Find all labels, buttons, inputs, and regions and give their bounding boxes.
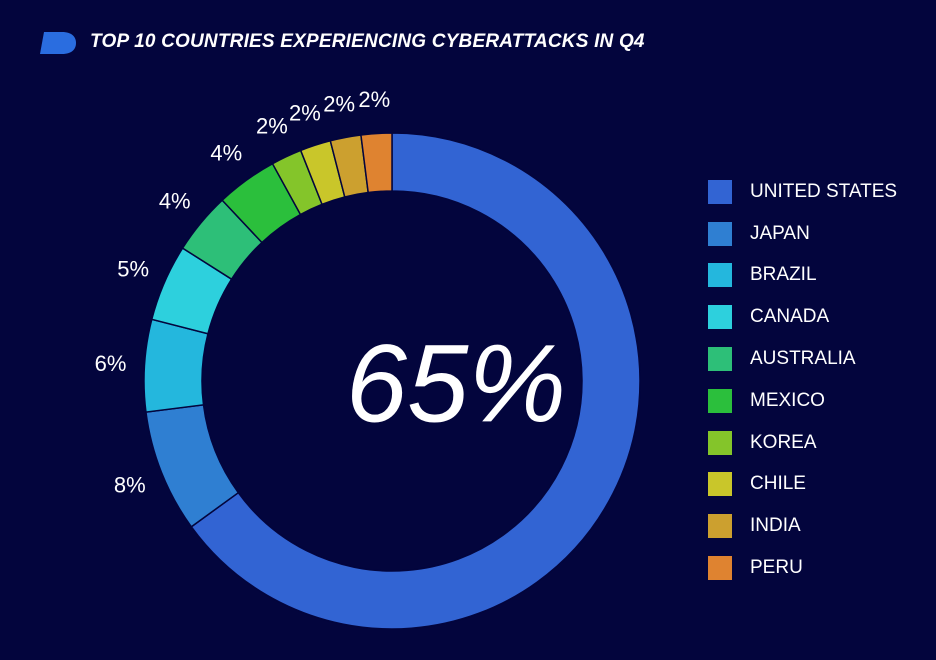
- data-label-chile: 2%: [289, 100, 321, 125]
- brand-logo: [40, 32, 76, 54]
- legend-label: CANADA: [750, 306, 830, 328]
- legend-item-japan: JAPAN: [708, 213, 897, 255]
- legend-item-korea: KOREA: [708, 422, 897, 464]
- data-label-mexico: 4%: [210, 140, 242, 165]
- legend-item-peru: PERU: [708, 547, 897, 589]
- legend-swatch: [708, 305, 732, 330]
- legend-swatch: [708, 556, 732, 581]
- legend-item-canada: CANADA: [708, 296, 897, 338]
- legend-label: PERU: [750, 557, 803, 579]
- slice-united-states: [190, 132, 641, 630]
- data-label-brazil: 6%: [95, 351, 127, 376]
- legend-swatch: [708, 179, 732, 204]
- legend-swatch: [708, 347, 732, 372]
- legend-swatch: [708, 388, 732, 413]
- legend-label: AUSTRALIA: [750, 348, 856, 370]
- data-label-india: 2%: [323, 91, 355, 116]
- data-label-japan: 8%: [114, 472, 146, 497]
- legend-swatch: [708, 430, 732, 455]
- data-label-canada: 5%: [117, 257, 149, 282]
- legend-swatch: [708, 263, 732, 288]
- data-label-korea: 2%: [256, 113, 288, 138]
- legend-item-australia: AUSTRALIA: [708, 338, 897, 380]
- legend-item-brazil: BRAZIL: [708, 255, 897, 297]
- legend-label: INDIA: [750, 515, 801, 537]
- legend-item-chile: CHILE: [708, 464, 897, 506]
- legend-item-india: INDIA: [708, 505, 897, 547]
- logo-shape: [40, 32, 76, 54]
- data-label-peru: 2%: [358, 87, 390, 112]
- legend-item-mexico: MEXICO: [708, 380, 897, 422]
- legend-label: MEXICO: [750, 389, 825, 411]
- slice-brazil: [143, 318, 209, 413]
- legend-swatch: [708, 514, 732, 539]
- legend-swatch: [708, 472, 732, 497]
- legend-label: CHILE: [750, 473, 806, 495]
- center-value-label: 65%: [346, 323, 566, 446]
- chart-legend: UNITED STATES JAPAN BRAZIL CANADA AUSTRALIA M…: [708, 171, 897, 589]
- legend-item-united-states: UNITED STATES: [708, 171, 897, 213]
- legend-label: KOREA: [750, 431, 817, 453]
- slice-peru: [360, 132, 393, 194]
- chart-title: TOP 10 COUNTRIES EXPERIENCING CYBERATTAC…: [90, 31, 645, 52]
- data-label-australia: 4%: [159, 189, 191, 214]
- legend-label: JAPAN: [750, 222, 810, 244]
- legend-swatch: [708, 221, 732, 246]
- legend-label: UNITED STATES: [750, 180, 898, 202]
- legend-label: BRAZIL: [750, 264, 817, 286]
- donut-chart: 8%6%5%4%4%2%2% 2% 2%65%: [95, 87, 641, 630]
